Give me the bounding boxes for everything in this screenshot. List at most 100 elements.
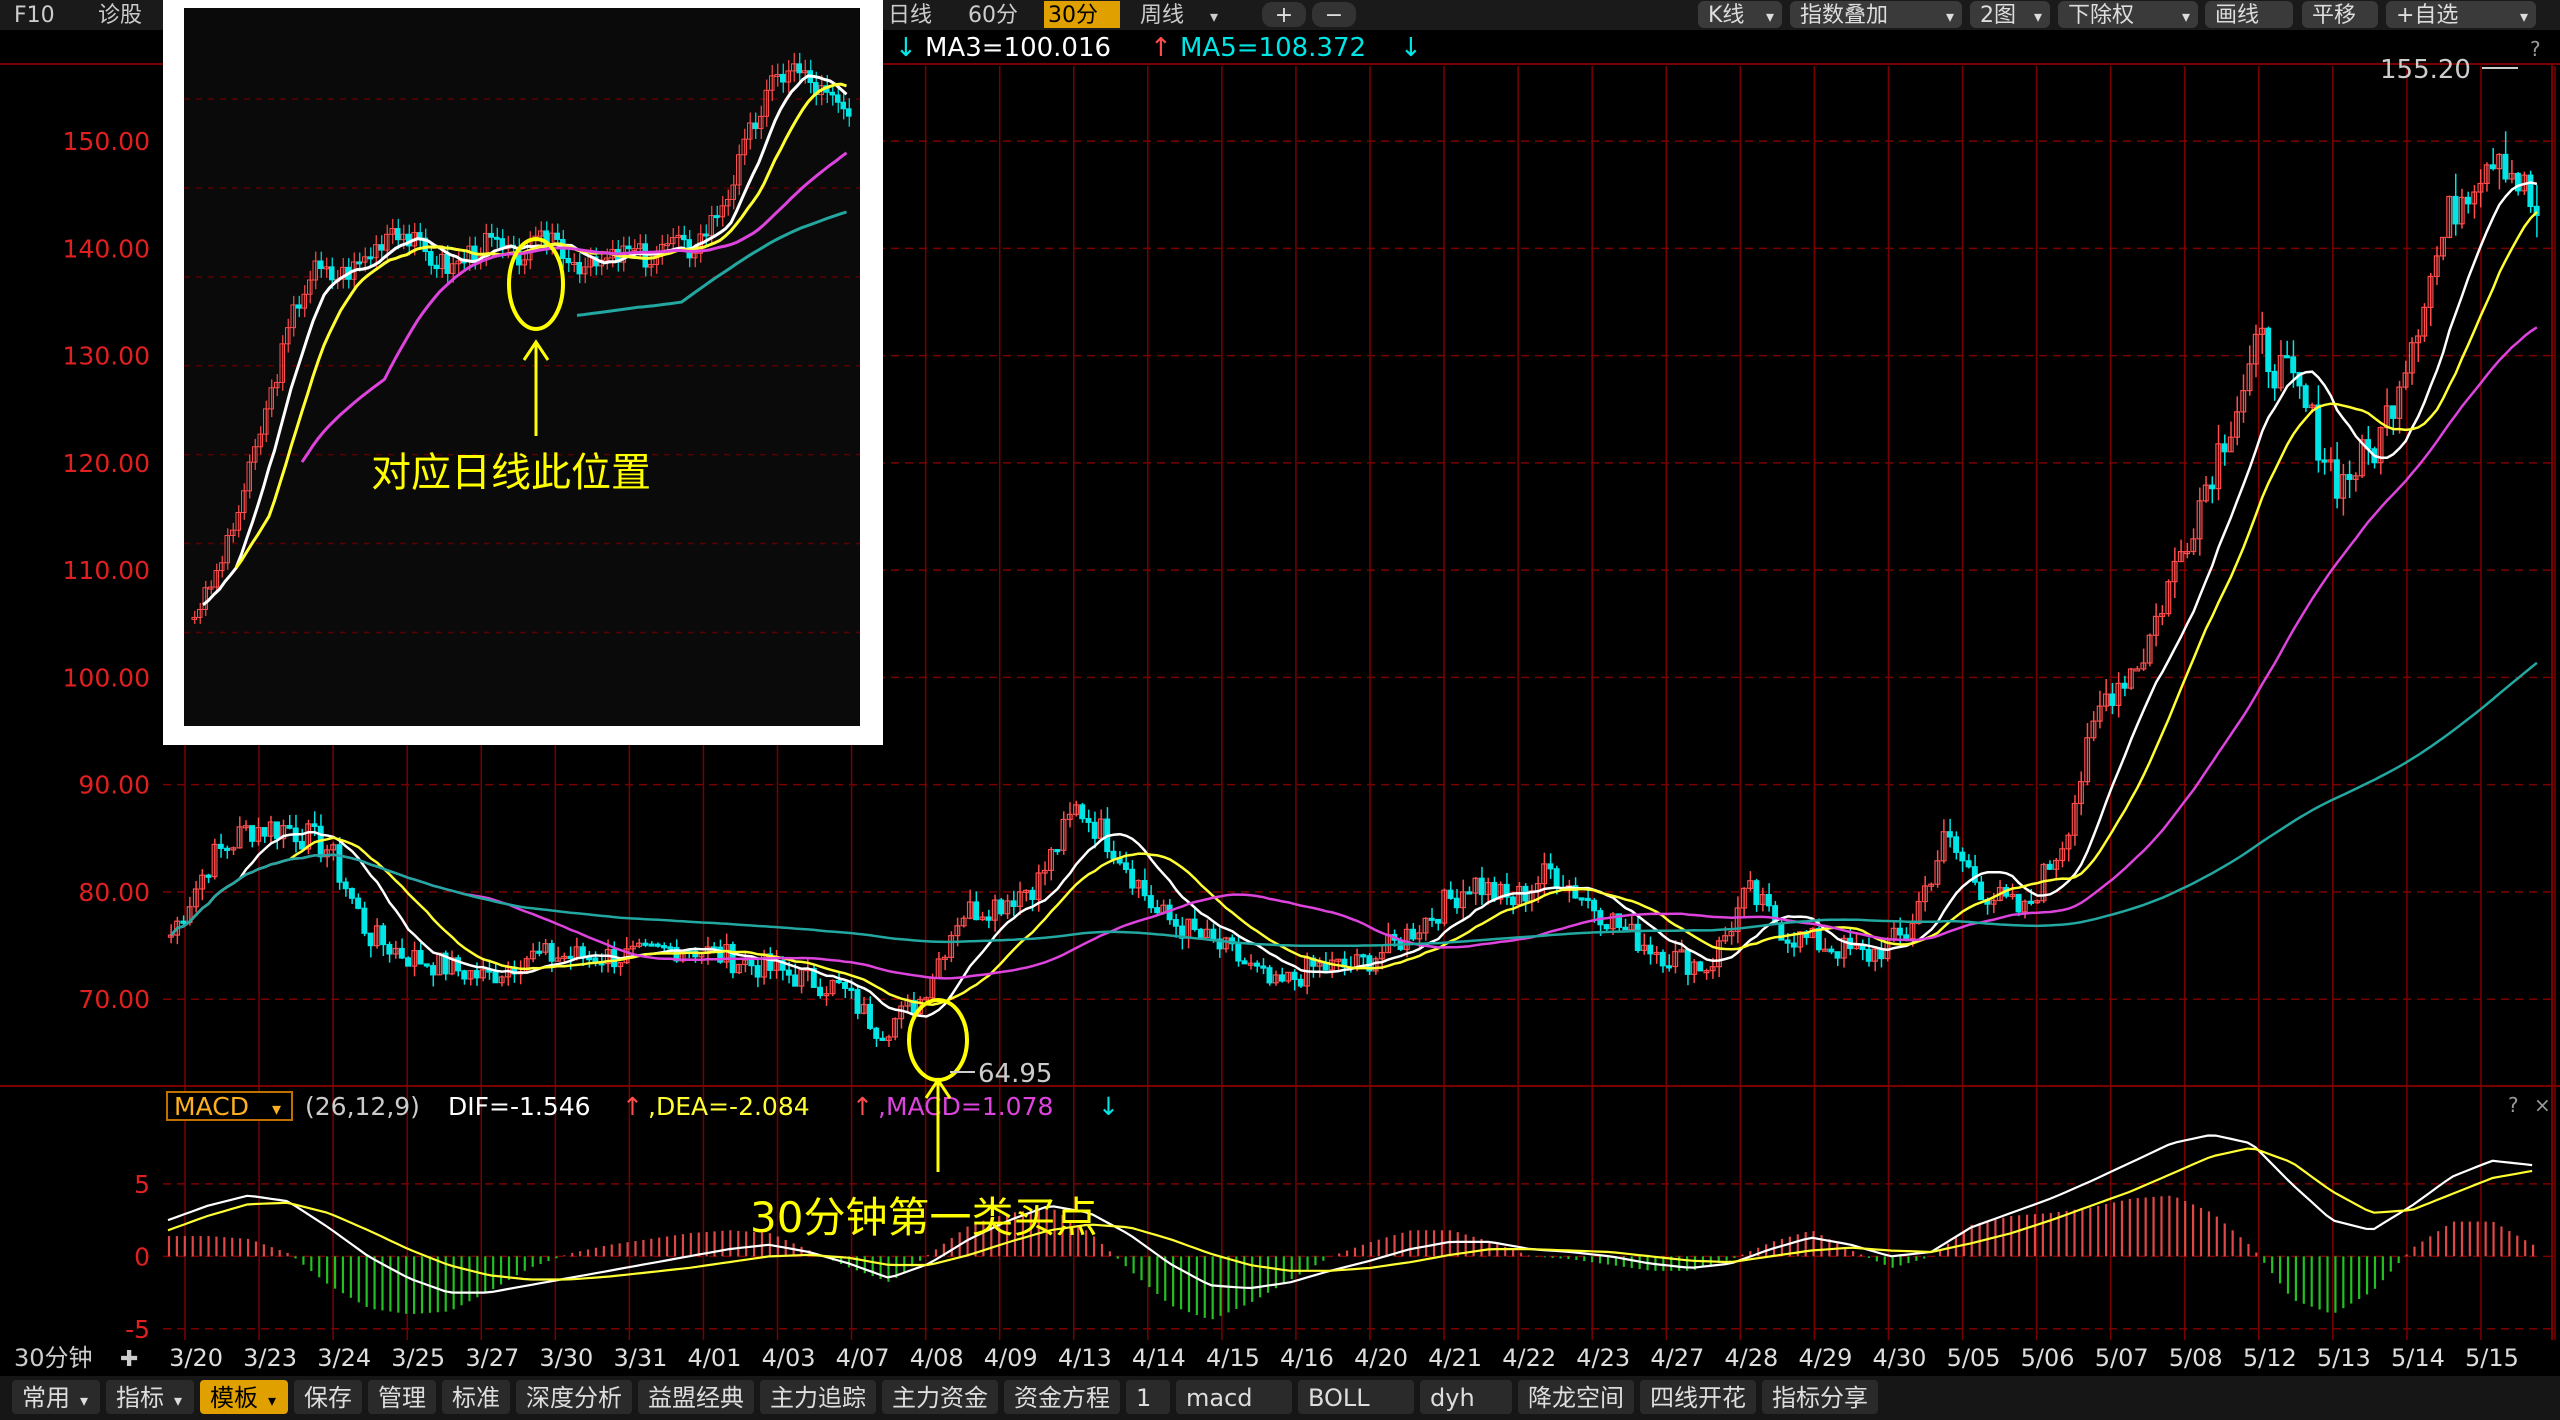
candle-body — [1591, 899, 1598, 912]
candle-body — [785, 969, 792, 976]
menu-button[interactable]: K线 ▾ — [1698, 1, 1782, 28]
bottom-tab[interactable]: 常用 ▾ — [12, 1380, 100, 1414]
zoom-in-icon[interactable]: + — [1275, 3, 1293, 28]
bottom-tab[interactable]: 1 — [1126, 1380, 1170, 1414]
help-mark-macd[interactable]: ? — [2508, 1093, 2519, 1117]
menu-button[interactable]: 平移 — [2302, 1, 2378, 28]
inset-candle-body — [637, 243, 643, 250]
ma-leading-arrow: ↓ — [895, 33, 917, 63]
y-tick-label: 90.00 — [78, 771, 150, 800]
y-tick-label: 120.00 — [63, 449, 150, 478]
x-date-label: 3/27 — [465, 1344, 519, 1372]
inset-candle-body — [692, 252, 698, 259]
chevron-down-icon[interactable]: ▾ — [272, 1099, 281, 1120]
bottom-tab[interactable]: 主力资金 — [882, 1380, 998, 1414]
period-tab[interactable]: 60分 — [968, 3, 1018, 28]
menu-button-label: 平移 — [2312, 3, 2356, 28]
candle-body — [948, 935, 955, 958]
menu-button[interactable]: 指数叠加 ▾ — [1790, 1, 1962, 28]
bottom-tab[interactable]: macd — [1176, 1380, 1292, 1414]
inset-candle-body — [763, 89, 769, 117]
inset-candle-body — [604, 257, 610, 261]
inset-candle-body — [252, 446, 258, 463]
macd-indicator-name[interactable]: MACD — [174, 1092, 249, 1121]
bottom-tab[interactable]: 降龙空间 — [1518, 1380, 1634, 1414]
bottom-tab[interactable]: 模板 ▾ — [200, 1380, 288, 1414]
macd-selector[interactable] — [166, 1091, 293, 1121]
candle-body — [417, 949, 424, 965]
x-date-label: 4/09 — [984, 1344, 1038, 1372]
candle-body — [1978, 881, 1985, 901]
period-tab-label: 60分 — [968, 3, 1018, 28]
bottom-tab[interactable]: 资金方程 — [1004, 1380, 1120, 1414]
macd-params: (26,12,9) — [305, 1092, 420, 1121]
candle-body — [230, 847, 237, 851]
inset-candle-body — [488, 232, 494, 238]
bottom-tab[interactable]: dyh — [1420, 1380, 1512, 1414]
menu-button[interactable]: 2图 ▾ — [1970, 1, 2050, 28]
bottom-tab[interactable]: 指标分享 — [1762, 1380, 1878, 1414]
bottom-tab[interactable]: 益盟经典 — [638, 1380, 754, 1414]
candle-body — [1460, 891, 1466, 909]
close-icon[interactable]: × — [2534, 1093, 2551, 1117]
toolbar-item-f10[interactable]: F10 — [14, 3, 55, 28]
menu-button[interactable]: 下除权 ▾ — [2058, 1, 2198, 28]
period-tab[interactable]: 周线 ▾ — [1140, 3, 1218, 28]
candle-body — [1553, 868, 1560, 889]
menu-button-bg — [1698, 1, 1782, 28]
x-date-label: 4/03 — [762, 1344, 816, 1372]
candle-body — [1435, 918, 1441, 924]
bottom-tab[interactable]: 深度分析 — [516, 1380, 632, 1414]
candle-body — [2134, 668, 2141, 672]
candle-body — [2202, 484, 2209, 502]
candle-body — [2234, 411, 2240, 438]
candle-body — [348, 887, 355, 899]
inset-candle-body — [307, 279, 313, 295]
candle-body — [1403, 928, 1410, 950]
daily-position-circle — [507, 237, 565, 331]
bottom-tab[interactable]: 主力追踪 — [760, 1380, 876, 1414]
period-tab[interactable]: 30分 — [1044, 1, 1120, 28]
menu-button[interactable]: 画线 — [2205, 1, 2293, 28]
bottom-tab[interactable]: 标准 — [442, 1380, 510, 1414]
candle-body — [1029, 889, 1036, 900]
bottom-tab[interactable]: 指标 ▾ — [106, 1380, 194, 1414]
y-tick-label: 110.00 — [63, 556, 150, 585]
candle-body — [2502, 153, 2509, 180]
candle-body — [2483, 164, 2490, 185]
inset-candle-body — [428, 251, 434, 266]
macd-y-tick-label: -5 — [125, 1315, 150, 1344]
candle-body — [810, 968, 817, 988]
period-label[interactable]: 30分钟 — [14, 1344, 93, 1372]
y-tick-label: 150.00 — [63, 127, 150, 156]
candle-body — [2440, 236, 2446, 257]
zoom-button[interactable] — [1312, 2, 1356, 27]
bottom-tab-bg — [200, 1380, 288, 1414]
candle-body — [1035, 872, 1042, 900]
bottom-tab[interactable]: BOLL — [1298, 1380, 1414, 1414]
inset-candle-body — [268, 387, 274, 410]
period-toggle-icon[interactable]: ✚ — [120, 1347, 138, 1372]
candle-body — [2477, 182, 2484, 193]
candle-body — [461, 970, 468, 980]
zoom-button[interactable] — [1262, 2, 1306, 27]
candle-body — [1759, 894, 1766, 906]
candle-body — [542, 943, 549, 953]
toolbar-item-diagnose[interactable]: 诊股 — [98, 3, 142, 28]
x-date-label: 3/30 — [539, 1344, 593, 1372]
bottom-tab[interactable]: 保存 — [294, 1380, 362, 1414]
menu-button[interactable]: +自选 ▾ — [2386, 1, 2536, 28]
candle-body — [2077, 781, 2084, 805]
zoom-out-icon[interactable]: − — [1325, 3, 1343, 28]
candle-body — [1466, 891, 1473, 895]
candle-body — [1247, 962, 1254, 966]
period-tab[interactable]: 日线 — [888, 3, 932, 28]
ma-line-magenta — [170, 326, 2538, 980]
bottom-tab[interactable]: 四线开花 — [1640, 1380, 1756, 1414]
bottom-tab-bg — [368, 1380, 436, 1414]
candle-body — [330, 844, 337, 851]
inset-candle-body — [791, 63, 797, 72]
bottom-tab[interactable]: 管理 — [368, 1380, 436, 1414]
help-mark-top[interactable]: ? — [2530, 37, 2541, 61]
candle-body — [1603, 924, 1610, 930]
